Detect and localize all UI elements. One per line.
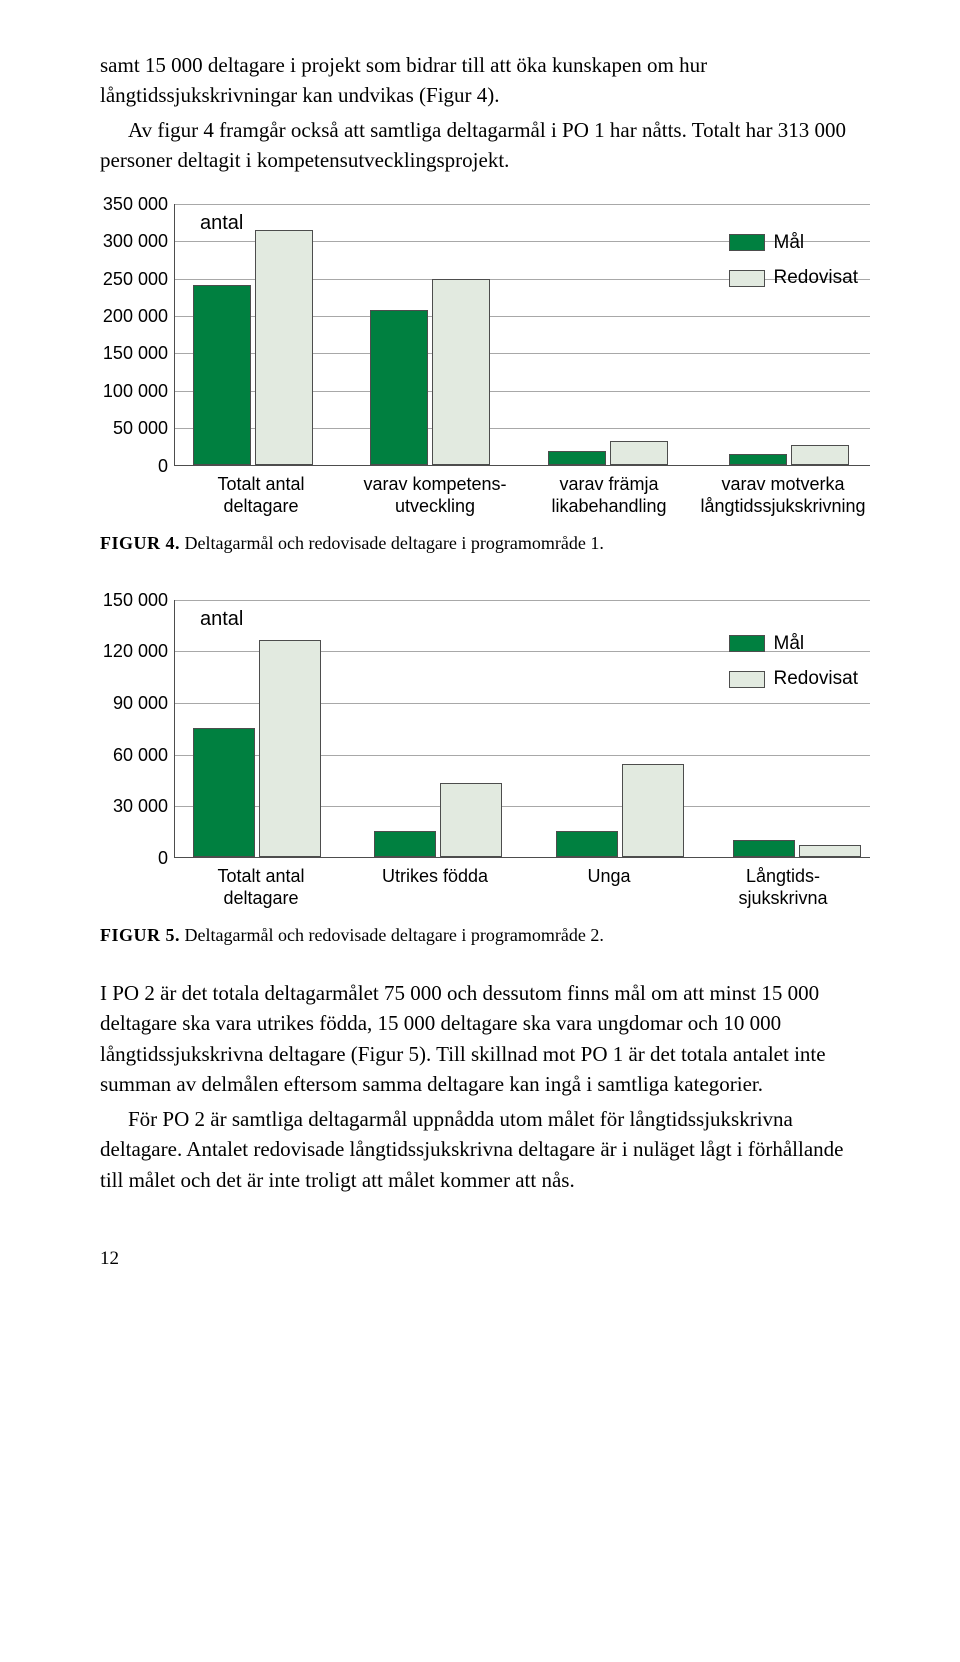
figure-5-legend-redovisat: Redovisat bbox=[729, 665, 859, 693]
figure-5-bar-group bbox=[193, 640, 321, 857]
paragraph-4: För PO 2 är samtliga deltagarmål uppnådd… bbox=[100, 1104, 870, 1195]
figure-5-ytick-label: 0 bbox=[100, 845, 168, 871]
figure-4-legend-mal-label: Mål bbox=[774, 229, 805, 257]
figure-5-bar-redovisat bbox=[799, 845, 861, 857]
figure-5-legend: Mål Redovisat bbox=[729, 630, 859, 701]
figure-5-bar-mal bbox=[193, 728, 255, 857]
figure-5-bar-redovisat bbox=[259, 640, 321, 857]
page-number: 12 bbox=[100, 1245, 870, 1273]
figure-5-ytick-label: 150 000 bbox=[100, 587, 168, 613]
figure-4-bar-group bbox=[193, 230, 313, 464]
figure-5-bar-mal bbox=[374, 831, 436, 857]
figure-5-xlabel: Utrikes födda bbox=[348, 865, 522, 910]
figure-5-bar-redovisat bbox=[622, 764, 684, 857]
figure-4-bar-group bbox=[548, 441, 668, 465]
figure-5: 030 00060 00090 000120 000150 000antalMå… bbox=[100, 600, 870, 948]
figure-5-antal-label: antal bbox=[200, 605, 243, 634]
figure-4-gridline bbox=[175, 204, 870, 205]
figure-4-ytick-label: 250 000 bbox=[100, 266, 168, 292]
figure-4-bar-mal bbox=[193, 285, 251, 465]
figure-4-ytick-label: 350 000 bbox=[100, 191, 168, 217]
figure-5-bar-redovisat bbox=[440, 783, 502, 857]
figure-5-bar-group bbox=[556, 764, 684, 857]
paragraph-1: samt 15 000 deltagare i projekt som bidr… bbox=[100, 50, 870, 111]
figure-4-xlabel: varav främjalikabehandling bbox=[522, 473, 696, 518]
figure-5-caption-bold: FIGUR 5. bbox=[100, 925, 180, 945]
figure-4-legend-redovisat: Redovisat bbox=[729, 264, 859, 292]
figure-4-legend-mal: Mål bbox=[729, 229, 859, 257]
figure-4-bar-redovisat bbox=[255, 230, 313, 464]
figure-5-ytick-label: 60 000 bbox=[100, 742, 168, 768]
figure-4-xlabel: varav kompetens-utveckling bbox=[348, 473, 522, 518]
figure-5-legend-mal-label: Mål bbox=[774, 630, 805, 658]
figure-5-legend-mal: Mål bbox=[729, 630, 859, 658]
figure-4-ytick-label: 150 000 bbox=[100, 340, 168, 366]
figure-4-legend-redovisat-label: Redovisat bbox=[774, 264, 859, 292]
figure-5-bar-mal bbox=[556, 831, 618, 857]
figure-4-bar-mal bbox=[729, 454, 787, 465]
figure-4-caption: FIGUR 4. Deltagarmål och redovisade delt… bbox=[100, 530, 870, 556]
figure-4: 0 50 000 100 000 150 000 200 000 250 000 300 0… bbox=[100, 204, 870, 556]
figure-5-xlabel: Unga bbox=[522, 865, 696, 910]
figure-5-bar-mal bbox=[733, 840, 795, 857]
figure-4-caption-text: Deltagarmål och redovisade deltagare i p… bbox=[180, 533, 604, 553]
figure-4-ytick-label: 100 000 bbox=[100, 378, 168, 404]
figure-4-ytick-label: 200 000 bbox=[100, 303, 168, 329]
figure-4-bar-mal bbox=[548, 451, 606, 464]
figure-5-legend-mal-swatch bbox=[729, 635, 765, 652]
figure-5-ytick-label: 30 000 bbox=[100, 793, 168, 819]
figure-5-caption: FIGUR 5. Deltagarmål och redovisade delt… bbox=[100, 922, 870, 948]
figure-4-bar-group bbox=[729, 445, 849, 464]
paragraph-3: I PO 2 är det totala deltagarmålet 75 00… bbox=[100, 978, 870, 1100]
figure-4-bar-redovisat bbox=[432, 279, 490, 465]
figure-4-ytick-label: 0 bbox=[100, 453, 168, 479]
figure-4-bar-redovisat bbox=[610, 441, 668, 465]
figure-4-legend-mal-swatch bbox=[729, 234, 765, 251]
figure-4-bar-mal bbox=[370, 310, 428, 465]
figure-5-bar-group bbox=[733, 840, 861, 857]
figure-4-caption-bold: FIGUR 4. bbox=[100, 533, 180, 553]
figure-5-xlabel: Långtids-sjukskrivna bbox=[696, 865, 870, 910]
figure-5-legend-redovisat-label: Redovisat bbox=[774, 665, 859, 693]
figure-4-legend: Mål Redovisat bbox=[729, 229, 859, 300]
figure-5-ytick-label: 120 000 bbox=[100, 638, 168, 664]
figure-4-bar-group bbox=[370, 279, 490, 465]
figure-5-bar-group bbox=[374, 783, 502, 857]
figure-4-legend-redovisat-swatch bbox=[729, 270, 765, 287]
figure-4-ytick-label: 300 000 bbox=[100, 228, 168, 254]
figure-5-gridline bbox=[175, 600, 870, 601]
figure-4-xlabel: Totalt antaldeltagare bbox=[174, 473, 348, 518]
figure-5-legend-redovisat-swatch bbox=[729, 671, 765, 688]
figure-5-caption-text: Deltagarmål och redovisade deltagare i p… bbox=[180, 925, 604, 945]
figure-5-ytick-label: 90 000 bbox=[100, 690, 168, 716]
figure-4-xlabel: varav motverkalångtidssjukskrivning bbox=[696, 473, 870, 518]
figure-4-ytick-label: 50 000 bbox=[100, 415, 168, 441]
figure-5-xlabel: Totalt antaldeltagare bbox=[174, 865, 348, 910]
figure-4-bar-redovisat bbox=[791, 445, 849, 464]
paragraph-2: Av figur 4 framgår också att samtliga de… bbox=[100, 115, 870, 176]
figure-4-antal-label: antal bbox=[200, 209, 243, 238]
